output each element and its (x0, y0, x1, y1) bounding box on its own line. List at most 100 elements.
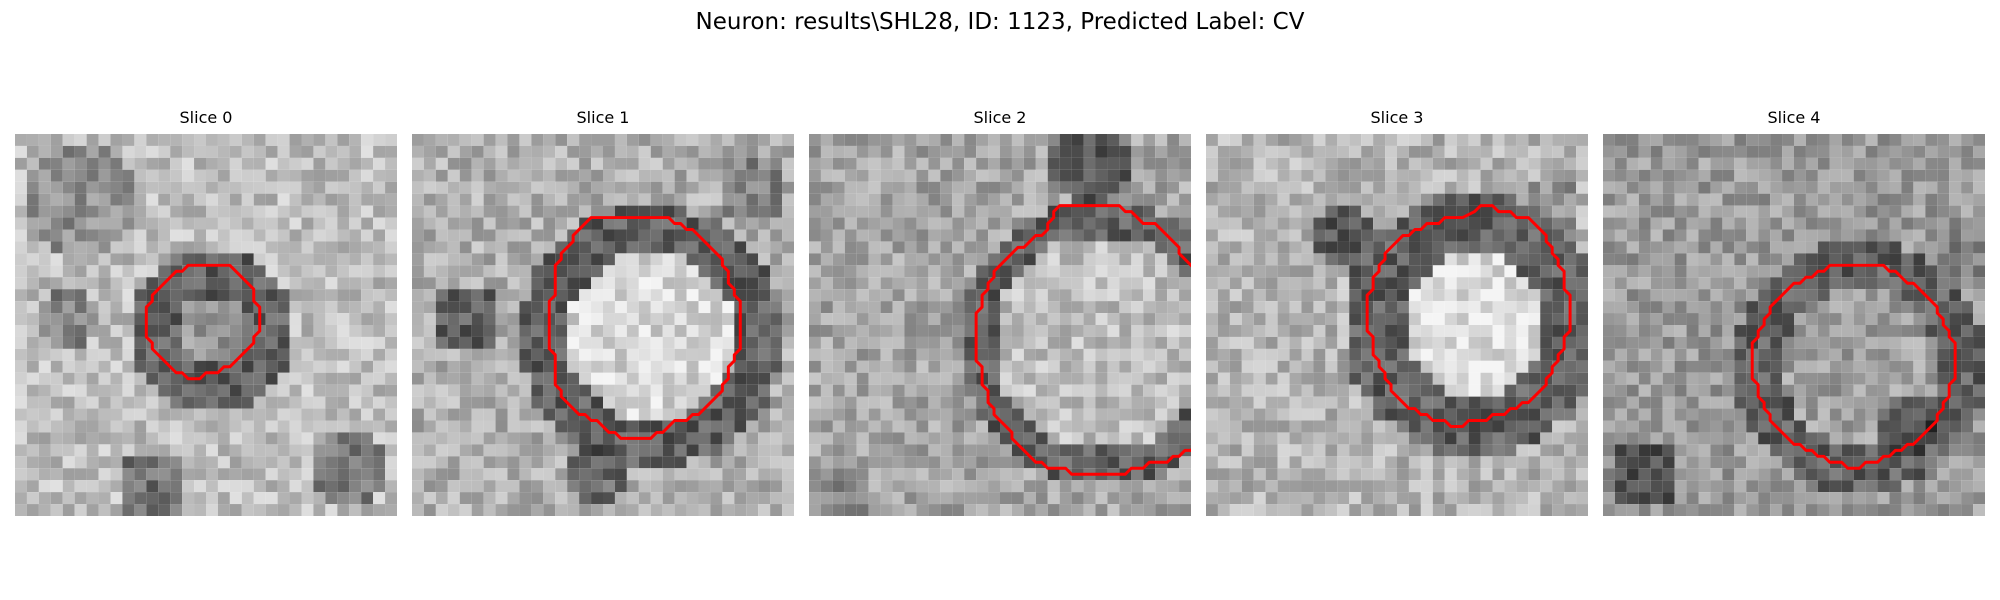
pixel (698, 157, 711, 170)
pixel (856, 504, 869, 516)
pixel (1758, 325, 1771, 337)
pixel (531, 265, 544, 278)
pixel (170, 134, 183, 146)
pixel (373, 145, 386, 158)
pixel (1817, 181, 1830, 194)
pixel (459, 277, 472, 290)
pixel (1277, 480, 1290, 493)
pixel (1408, 289, 1421, 302)
pixel (373, 468, 386, 481)
pixel (349, 468, 362, 481)
pixel (650, 384, 663, 397)
pixel (1614, 348, 1627, 361)
pixel (1456, 145, 1469, 158)
pixel (1420, 456, 1433, 469)
pixel (1937, 157, 1950, 170)
pixel (904, 408, 917, 421)
pixel (1217, 157, 1230, 170)
pixel (1107, 241, 1120, 254)
pixel (289, 396, 302, 409)
pixel (349, 277, 362, 290)
pixel (1095, 325, 1108, 337)
pixel (686, 313, 699, 325)
pixel (856, 396, 869, 409)
pixel (686, 193, 699, 206)
pixel (832, 301, 845, 314)
pixel (916, 134, 929, 146)
pixel (1480, 325, 1493, 337)
pixel (916, 241, 929, 254)
pixel (98, 492, 111, 505)
pixel (15, 181, 27, 194)
slice-image-2 (809, 134, 1191, 516)
pixel (1782, 217, 1794, 230)
pixel (122, 169, 135, 182)
pixel (1564, 157, 1577, 170)
pixel (1564, 492, 1577, 505)
pixel (325, 408, 338, 421)
pixel (1650, 408, 1663, 421)
pixel (435, 468, 448, 481)
pixel (1071, 384, 1084, 397)
pixel (1229, 504, 1242, 516)
pixel (495, 325, 508, 337)
pixel (746, 408, 759, 421)
pixel (832, 360, 845, 373)
pixel (1758, 145, 1771, 158)
pixel (1961, 444, 1974, 457)
pixel (1937, 408, 1950, 421)
pixel (301, 420, 314, 433)
pixel (916, 372, 929, 385)
pixel (1206, 444, 1218, 457)
pixel (325, 241, 338, 254)
pixel (1206, 157, 1218, 170)
pixel (1155, 253, 1168, 266)
pixel (746, 241, 759, 254)
pixel (1361, 145, 1374, 158)
pixel (122, 145, 135, 158)
pixel (1432, 313, 1445, 325)
pixel (1337, 396, 1350, 409)
pixel (638, 169, 651, 182)
pixel (313, 205, 326, 218)
pixel (471, 432, 484, 445)
pixel (603, 169, 615, 182)
pixel (1937, 420, 1950, 433)
pixel (373, 301, 386, 314)
pixel (1841, 325, 1854, 337)
pixel (1817, 336, 1830, 349)
pixel (349, 360, 362, 373)
pixel (734, 157, 747, 170)
pixel (1444, 408, 1457, 421)
pixel (1865, 444, 1878, 457)
pixel (229, 456, 242, 469)
pixel (770, 145, 783, 158)
pixel (1385, 313, 1397, 325)
pixel (1492, 456, 1505, 469)
pixel (1614, 408, 1627, 421)
pixel (1143, 336, 1156, 349)
pixel (614, 396, 627, 409)
pixel (1758, 301, 1771, 314)
pixel (856, 289, 869, 302)
pixel (809, 301, 821, 314)
pixel (313, 456, 326, 469)
pixel (1337, 134, 1350, 146)
pixel (1504, 325, 1517, 337)
pixel (1973, 360, 1985, 373)
pixel (758, 313, 771, 325)
pixel (86, 456, 99, 469)
pixel (1552, 301, 1565, 314)
pixel (38, 420, 51, 433)
pixel (217, 325, 230, 337)
pixel (361, 432, 374, 445)
pixel (976, 277, 989, 290)
pixel (820, 265, 833, 278)
pixel (1095, 265, 1108, 278)
pixel (1913, 181, 1926, 194)
pixel (1000, 492, 1012, 505)
pixel (1253, 444, 1266, 457)
pixel (1408, 157, 1421, 170)
pixel (820, 169, 833, 182)
pixel (1349, 241, 1362, 254)
